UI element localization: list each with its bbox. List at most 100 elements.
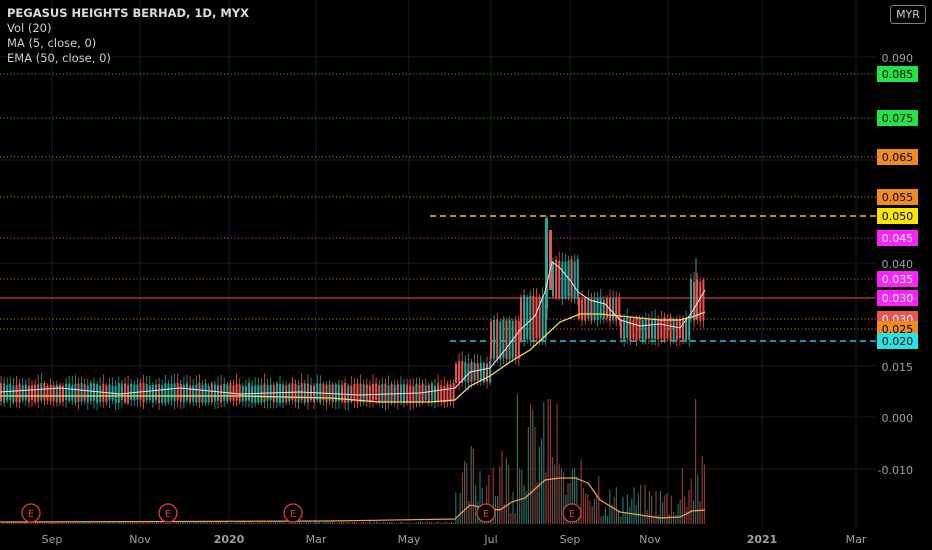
- volume-bar: [701, 455, 703, 524]
- candle-body: [322, 383, 325, 401]
- x-tick-label: Sep: [560, 533, 581, 546]
- candle-body: [182, 384, 185, 403]
- y-tick-label: 0.015: [882, 361, 914, 374]
- volume-bar: [659, 490, 661, 524]
- volume-bar: [131, 521, 133, 524]
- volume-bar: [213, 522, 215, 524]
- candle-body: [89, 383, 92, 402]
- volume-bar: [411, 522, 413, 524]
- volume-bar: [644, 484, 646, 524]
- candle-body: [476, 363, 479, 381]
- volume-bar: [596, 495, 598, 524]
- currency-badge[interactable]: MYR: [890, 5, 926, 24]
- volume-bar: [387, 522, 389, 524]
- volume-bar: [499, 466, 501, 524]
- volume-bar: [114, 521, 116, 524]
- volume-bar: [585, 493, 587, 524]
- candle-body: [337, 384, 340, 401]
- symbol-title: PEGASUS HEIGHTS BERHAD, 1D, MYX: [7, 6, 249, 20]
- candle-body: [505, 320, 508, 360]
- price-tag-label: 0.065: [882, 151, 914, 164]
- volume-bar: [433, 522, 435, 524]
- volume-bar: [629, 506, 631, 524]
- candle-body: [40, 383, 43, 401]
- volume-bar: [224, 522, 226, 524]
- volume-bar: [307, 522, 309, 524]
- candle-body: [148, 385, 151, 401]
- volume-bar: [125, 522, 127, 524]
- volume-bar: [204, 521, 206, 524]
- candle-body: [99, 385, 102, 402]
- volume-bar: [92, 522, 94, 524]
- candle-body: [83, 384, 86, 402]
- candle-body: [418, 384, 421, 403]
- volume-bar: [415, 522, 417, 524]
- volume-bar: [182, 521, 184, 524]
- candle-body: [523, 295, 526, 340]
- price-tag: [877, 230, 918, 246]
- candle-body: [482, 363, 485, 383]
- volume-bar: [178, 521, 180, 524]
- volume-bar: [294, 522, 296, 524]
- volume-bar: [222, 522, 224, 524]
- volume-bar: [523, 485, 525, 524]
- candle-body: [217, 385, 219, 401]
- volume-bar: [459, 493, 461, 524]
- volume-bar: [26, 521, 28, 524]
- candle-body: [514, 320, 517, 359]
- volume-bar: [631, 498, 633, 524]
- earnings-marker: [562, 503, 582, 523]
- volume-bar: [107, 522, 109, 524]
- volume-bar: [609, 489, 611, 524]
- volume-bar: [378, 521, 380, 524]
- volume-bar: [519, 468, 521, 524]
- volume-bar: [255, 522, 257, 524]
- legend-ma: MA (5, close, 0): [7, 36, 97, 50]
- volume-bar: [470, 446, 472, 524]
- volume-bar: [365, 522, 367, 524]
- candle-body: [443, 385, 446, 403]
- volume-bar: [428, 521, 430, 524]
- candle-body: [303, 383, 306, 403]
- volume-bar: [525, 491, 527, 524]
- candle-body: [464, 362, 467, 382]
- y-tick-label: -0.010: [878, 464, 913, 477]
- candle-body: [12, 385, 15, 403]
- price-tag-label: 0.035: [882, 273, 914, 286]
- candle-body: [626, 317, 629, 339]
- volume-bar: [147, 521, 149, 524]
- volume-bar: [358, 522, 360, 524]
- volume-bar: [453, 522, 455, 524]
- volume-bar: [626, 494, 628, 524]
- candle-body: [651, 319, 653, 339]
- volume-bar: [134, 522, 136, 524]
- volume-bar: [35, 521, 37, 524]
- volume-bar: [52, 522, 54, 524]
- volume-bar: [530, 403, 532, 524]
- volume-bar: [695, 399, 697, 524]
- earnings-marker: [283, 503, 303, 523]
- ma-line: [0, 261, 706, 396]
- volume-bar: [607, 516, 609, 524]
- earnings-marker-label: E: [569, 509, 575, 520]
- x-tick-label: Jul: [483, 533, 497, 546]
- candle-body: [699, 281, 702, 321]
- x-tick-label: Mar: [846, 533, 867, 546]
- volume-bar: [72, 522, 74, 524]
- volume-bar: [140, 522, 142, 524]
- volume-bar: [94, 522, 96, 524]
- candle-body: [593, 299, 596, 320]
- price-tag-label: 0.045: [882, 232, 914, 245]
- candle-body: [365, 384, 368, 402]
- price-tag: [877, 271, 918, 287]
- volume-bar: [250, 522, 252, 524]
- candle-body: [285, 385, 288, 403]
- candle-body: [702, 280, 705, 321]
- volume-bar: [70, 522, 72, 524]
- candle-body: [486, 363, 488, 382]
- candle-body: [434, 385, 436, 403]
- candle-body: [473, 362, 476, 381]
- volume-bar: [81, 522, 83, 524]
